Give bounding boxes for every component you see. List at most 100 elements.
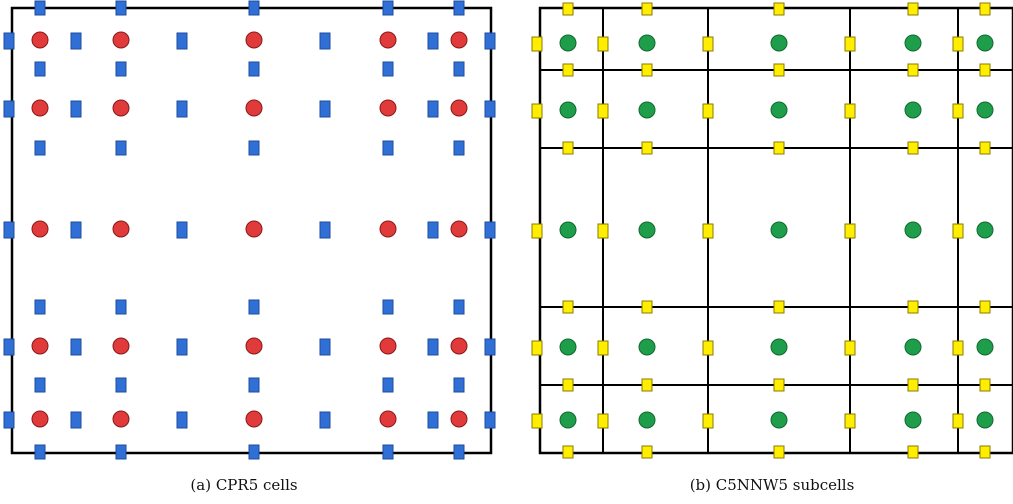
c5nnw5-solution-point xyxy=(559,34,577,52)
cpr5-flux-point xyxy=(3,32,15,50)
c5nnw5-solution-point xyxy=(976,34,994,52)
cpr5-solution-point xyxy=(450,99,468,117)
c5nnw5-solution-point xyxy=(976,411,994,429)
cpr5-flux-point xyxy=(70,221,82,239)
c5nnw5-solution-point xyxy=(904,221,922,239)
cpr5-solution-point xyxy=(450,31,468,49)
cpr5-flux-point xyxy=(176,338,188,356)
cpr5-solution-point xyxy=(379,99,397,117)
c5nnw5-flux-point xyxy=(907,445,919,459)
c5nnw5-flux-point xyxy=(952,223,964,239)
cpr5-flux-point xyxy=(248,0,260,16)
c5nnw5-flux-point xyxy=(597,103,609,119)
c5nnw5-flux-point xyxy=(531,413,543,429)
cpr5-flux-point xyxy=(248,444,260,460)
c5nnw5-solution-point xyxy=(770,338,788,356)
c5nnw5-flux-point xyxy=(773,141,785,155)
c5nnw5-flux-point xyxy=(562,63,574,77)
cpr5-flux-point xyxy=(484,32,496,50)
c5nnw5-solution-point xyxy=(770,34,788,52)
cpr5-flux-point xyxy=(453,377,465,393)
cpr5-solution-point xyxy=(112,337,130,355)
cpr5-solution-point xyxy=(379,337,397,355)
c5nnw5-flux-point xyxy=(979,378,991,392)
cpr5-flux-point xyxy=(3,338,15,356)
cpr5-solution-point xyxy=(112,99,130,117)
cpr5-flux-point xyxy=(427,221,439,239)
c5nnw5-flux-point xyxy=(531,340,543,356)
cpr5-flux-point xyxy=(382,61,394,77)
c5nnw5-flux-point xyxy=(562,300,574,314)
cpr5-solution-point xyxy=(31,99,49,117)
c5nnw5-flux-point xyxy=(641,141,653,155)
cpr5-flux-point xyxy=(382,0,394,16)
cpr5-flux-point xyxy=(427,32,439,50)
cpr5-flux-point xyxy=(427,100,439,118)
c5nnw5-flux-point xyxy=(562,141,574,155)
cpr5-flux-point xyxy=(3,221,15,239)
c5nnw5-flux-point xyxy=(641,300,653,314)
c5nnw5-flux-point xyxy=(597,413,609,429)
cpr5-flux-point xyxy=(453,61,465,77)
c5nnw5-flux-point xyxy=(597,36,609,52)
c5nnw5-flux-point xyxy=(844,223,856,239)
caption-c5nnw5-subcells: (b) C5NNW5 subcells xyxy=(689,476,855,494)
cpr5-flux-point xyxy=(115,444,127,460)
c5nnw5-solution-point xyxy=(559,411,577,429)
cpr5-flux-point xyxy=(248,377,260,393)
cpr5-flux-point xyxy=(484,221,496,239)
cpr5-flux-point xyxy=(453,444,465,460)
cpr5-flux-point xyxy=(34,140,46,156)
c5nnw5-flux-point xyxy=(641,2,653,16)
cpr5-flux-point xyxy=(319,221,331,239)
c5nnw5-flux-point xyxy=(773,2,785,16)
c5nnw5-solution-point xyxy=(770,221,788,239)
cpr5-solution-point xyxy=(450,220,468,238)
c5nnw5-solution-point xyxy=(559,101,577,119)
cpr5-solution-point xyxy=(31,31,49,49)
cpr5-flux-point xyxy=(453,0,465,16)
cpr5-flux-point xyxy=(3,100,15,118)
c5nnw5-flux-point xyxy=(702,340,714,356)
c5nnw5-flux-point xyxy=(641,63,653,77)
cpr5-solution-point xyxy=(245,99,263,117)
cpr5-flux-point xyxy=(3,411,15,429)
c5nnw5-solution-point xyxy=(904,338,922,356)
cpr5-flux-point xyxy=(115,0,127,16)
cpr5-flux-point xyxy=(248,299,260,315)
c5nnw5-flux-point xyxy=(844,413,856,429)
c5nnw5-flux-point xyxy=(531,36,543,52)
cpr5-flux-point xyxy=(453,299,465,315)
cpr5-solution-point xyxy=(245,337,263,355)
c5nnw5-flux-point xyxy=(979,141,991,155)
cpr5-flux-point xyxy=(70,100,82,118)
c5nnw5-flux-point xyxy=(907,63,919,77)
cpr5-flux-point xyxy=(115,140,127,156)
c5nnw5-flux-point xyxy=(979,445,991,459)
c5nnw5-solution-point xyxy=(770,101,788,119)
c5nnw5-flux-point xyxy=(702,223,714,239)
cpr5-flux-point xyxy=(427,411,439,429)
cpr5-flux-point xyxy=(484,411,496,429)
c5nnw5-flux-point xyxy=(562,445,574,459)
c5nnw5-flux-point xyxy=(773,445,785,459)
cpr5-flux-point xyxy=(115,299,127,315)
cpr5-flux-point xyxy=(34,0,46,16)
cpr5-solution-point xyxy=(450,337,468,355)
c5nnw5-flux-point xyxy=(531,103,543,119)
cpr5-flux-point xyxy=(115,377,127,393)
cpr5-solution-point xyxy=(112,31,130,49)
c5nnw5-flux-point xyxy=(952,103,964,119)
cpr5-flux-point xyxy=(34,444,46,460)
cpr5-solution-point xyxy=(379,31,397,49)
caption-cpr5-cells: (a) CPR5 cells xyxy=(190,476,298,494)
c5nnw5-subcell-panel xyxy=(531,2,1013,459)
cpr5-flux-point xyxy=(34,61,46,77)
c5nnw5-flux-point xyxy=(952,413,964,429)
c5nnw5-flux-point xyxy=(979,2,991,16)
c5nnw5-solution-point xyxy=(904,411,922,429)
cpr5-flux-point xyxy=(34,377,46,393)
c5nnw5-solution-point xyxy=(976,221,994,239)
c5nnw5-solution-point xyxy=(638,411,656,429)
cpr5-solution-point xyxy=(31,220,49,238)
